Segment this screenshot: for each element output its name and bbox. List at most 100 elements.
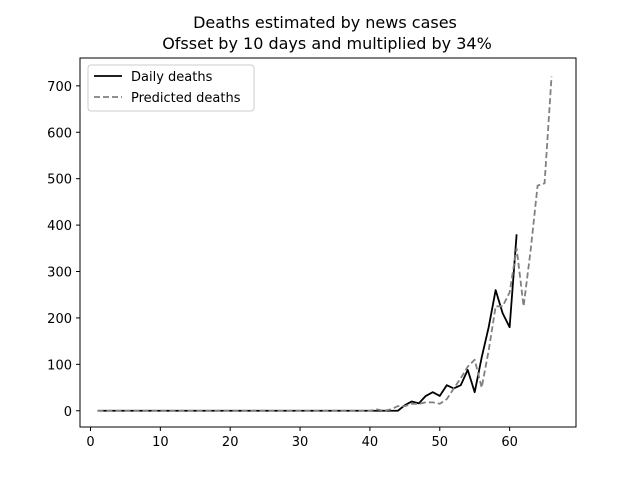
- data-point-predicted-deaths: [201, 409, 204, 412]
- data-point-predicted-deaths: [466, 365, 469, 368]
- legend: Daily deaths Predicted deaths: [87, 64, 255, 112]
- data-point-predicted-deaths: [264, 409, 267, 412]
- data-point-predicted-deaths: [229, 409, 232, 412]
- data-point-predicted-deaths: [117, 409, 120, 412]
- x-tick-label: 20: [222, 435, 239, 450]
- data-point-predicted-deaths: [110, 409, 113, 412]
- chart-title: Deaths estimated by news cases: [193, 13, 457, 32]
- data-point-predicted-deaths: [285, 409, 288, 412]
- x-tick-label: 10: [152, 435, 169, 450]
- data-point-predicted-deaths: [431, 401, 434, 404]
- data-point-predicted-deaths: [96, 409, 99, 412]
- data-point-predicted-deaths: [103, 409, 106, 412]
- data-point-predicted-deaths: [271, 409, 274, 412]
- data-point-predicted-deaths: [494, 305, 497, 308]
- y-tick-label: 600: [47, 126, 72, 141]
- data-point-predicted-deaths: [138, 409, 141, 412]
- data-point-predicted-deaths: [417, 402, 420, 405]
- series-line-predicted-deaths: [97, 76, 553, 412]
- data-point-predicted-deaths: [313, 409, 316, 412]
- data-point-predicted-deaths: [194, 409, 197, 412]
- data-point-daily-deaths: [480, 356, 483, 359]
- series-line-daily-deaths: [97, 234, 518, 412]
- data-point-predicted-deaths: [396, 405, 399, 408]
- data-point-predicted-deaths: [515, 247, 518, 250]
- data-point-predicted-deaths: [452, 387, 455, 390]
- data-point-predicted-deaths: [375, 408, 378, 411]
- data-point-predicted-deaths: [215, 409, 218, 412]
- data-point-daily-deaths: [494, 289, 497, 292]
- data-point-predicted-deaths: [166, 409, 169, 412]
- x-tick-label: 50: [432, 435, 449, 450]
- data-point-daily-deaths: [487, 326, 490, 329]
- data-point-predicted-deaths: [480, 386, 483, 389]
- data-point-predicted-deaths: [131, 409, 134, 412]
- data-point-predicted-deaths: [438, 402, 441, 405]
- data-point-predicted-deaths: [368, 409, 371, 412]
- y-tick-label: 0: [64, 405, 72, 420]
- y-tick-label: 200: [47, 312, 72, 327]
- data-point-predicted-deaths: [501, 305, 504, 308]
- data-point-daily-deaths: [445, 384, 448, 387]
- chart-subtitle: Ofsset by 10 days and multiplied by 34%: [162, 34, 492, 53]
- x-tick-label: 40: [362, 435, 379, 450]
- data-point-predicted-deaths: [236, 409, 239, 412]
- data-point-daily-deaths: [438, 394, 441, 397]
- data-point-predicted-deaths: [445, 398, 448, 401]
- y-tick-label: 500: [47, 173, 72, 188]
- legend-box: [87, 64, 255, 112]
- data-point-daily-deaths: [396, 409, 399, 412]
- data-point-predicted-deaths: [257, 409, 260, 412]
- y-tick-label: 700: [47, 80, 72, 95]
- data-point-predicted-deaths: [299, 409, 302, 412]
- data-point-predicted-deaths: [124, 409, 127, 412]
- data-point-predicted-deaths: [403, 405, 406, 408]
- series-layer: [96, 75, 553, 412]
- legend-label-daily-deaths: Daily deaths: [131, 70, 213, 85]
- data-point-predicted-deaths: [536, 184, 539, 187]
- data-point-daily-deaths: [473, 391, 476, 394]
- data-point-predicted-deaths: [327, 409, 330, 412]
- data-point-predicted-deaths: [333, 409, 336, 412]
- data-point-predicted-deaths: [243, 409, 246, 412]
- data-point-predicted-deaths: [529, 249, 532, 252]
- data-point-predicted-deaths: [347, 409, 350, 412]
- data-point-daily-deaths: [459, 384, 462, 387]
- data-point-predicted-deaths: [389, 408, 392, 411]
- data-point-predicted-deaths: [354, 409, 357, 412]
- data-point-predicted-deaths: [180, 409, 183, 412]
- data-point-predicted-deaths: [292, 409, 295, 412]
- data-point-predicted-deaths: [187, 409, 190, 412]
- data-point-daily-deaths: [508, 326, 511, 329]
- data-point-predicted-deaths: [145, 409, 148, 412]
- data-point-daily-deaths: [501, 312, 504, 315]
- y-tick-label: 400: [47, 219, 72, 234]
- data-point-daily-deaths: [515, 233, 518, 236]
- data-point-predicted-deaths: [222, 409, 225, 412]
- data-point-predicted-deaths: [208, 409, 211, 412]
- data-point-predicted-deaths: [278, 409, 281, 412]
- y-tick-label: 100: [47, 358, 72, 373]
- legend-label-predicted-deaths: Predicted deaths: [131, 91, 241, 106]
- data-point-predicted-deaths: [320, 409, 323, 412]
- data-point-predicted-deaths: [340, 409, 343, 412]
- data-point-predicted-deaths: [487, 349, 490, 352]
- data-point-predicted-deaths: [473, 358, 476, 361]
- data-point-predicted-deaths: [522, 305, 525, 308]
- x-tick-label: 30: [292, 435, 309, 450]
- data-point-predicted-deaths: [508, 291, 511, 294]
- data-point-predicted-deaths: [306, 409, 309, 412]
- data-point-predicted-deaths: [152, 409, 155, 412]
- data-point-predicted-deaths: [361, 409, 364, 412]
- data-point-daily-deaths: [431, 391, 434, 394]
- data-point-predicted-deaths: [159, 409, 162, 412]
- y-tick-label: 300: [47, 266, 72, 281]
- data-point-predicted-deaths: [250, 409, 253, 412]
- x-tick-label: 0: [86, 435, 94, 450]
- data-point-predicted-deaths: [459, 377, 462, 380]
- plot-frame: [79, 57, 577, 428]
- data-point-predicted-deaths: [550, 75, 553, 78]
- data-point-predicted-deaths: [543, 182, 546, 185]
